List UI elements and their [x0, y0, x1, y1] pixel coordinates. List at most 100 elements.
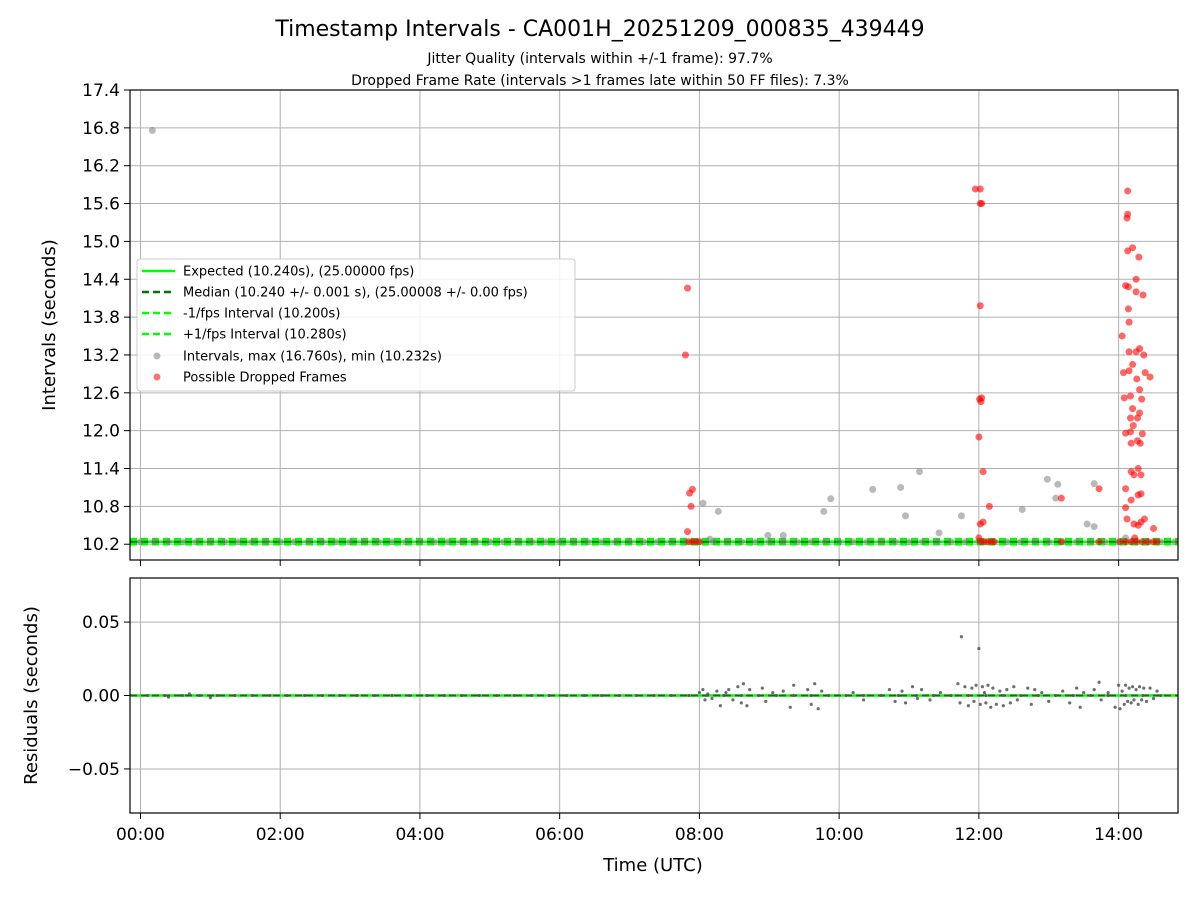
residual-baseline-point	[669, 694, 673, 697]
dropped-frame-point	[1144, 538, 1152, 546]
dropped-frame-point	[1126, 392, 1134, 400]
dropped-frame-point	[979, 518, 987, 526]
residual-point	[1047, 699, 1051, 703]
residual-point	[1099, 698, 1103, 702]
legend-dropped-marker	[153, 373, 161, 381]
interval-baseline-point	[1087, 538, 1095, 546]
interval-baseline-point	[192, 538, 200, 546]
interval-baseline-point	[947, 538, 955, 546]
chart-title: Timestamp Intervals - CA001H_20251209_00…	[274, 17, 924, 42]
interval-baseline-point	[905, 538, 913, 546]
intervals-y-tick-label: 10.8	[82, 497, 120, 517]
residual-point	[989, 705, 993, 709]
interval-baseline-point	[919, 538, 927, 546]
intervals-y-tick-label: 10.2	[82, 535, 120, 555]
dropped-frame-point	[1124, 305, 1132, 313]
interval-baseline-point	[1017, 538, 1025, 546]
residual-point	[1113, 705, 1117, 709]
intervals-y-ticks: 10.2 10.8 11.4 12.0 12.6 13.2 13.8 14.4 15.0 15.6…	[82, 81, 130, 555]
residual-point	[903, 701, 908, 705]
interval-baseline-point	[570, 538, 578, 546]
residual-baseline-point	[1159, 694, 1163, 697]
residual-point	[1106, 690, 1110, 695]
dropped-frame-point	[1129, 244, 1137, 252]
legend-dropped-label: Possible Dropped Frames	[183, 371, 347, 386]
dropped-frame-point	[1136, 409, 1144, 417]
legend-intervals-label: Intervals, max (16.760s), min (10.232s)	[183, 350, 442, 365]
dropped-frame-point	[1133, 375, 1141, 383]
residuals-y-ticks: 0.05 0.00 −0.05	[68, 613, 130, 780]
residual-point	[208, 696, 212, 700]
residual-point	[760, 686, 764, 690]
interval-baseline-point	[640, 538, 648, 546]
dropped-frame-point	[1124, 210, 1132, 218]
residual-point	[1026, 686, 1030, 690]
residual-baseline-point	[844, 694, 848, 697]
residual-point	[1012, 685, 1016, 689]
interval-point	[714, 507, 722, 515]
interval-point	[706, 535, 714, 543]
interval-baseline-point	[1003, 538, 1011, 546]
interval-baseline-point	[821, 538, 829, 546]
x-tick-label: 14:00	[1094, 825, 1143, 845]
dropped-frame-point	[695, 538, 703, 546]
intervals-dropped-points	[681, 185, 1161, 546]
residual-baseline-point	[774, 694, 778, 697]
legend-expected-label: Expected (10.240s), (25.00000 fps)	[183, 265, 414, 280]
residual-point	[980, 685, 984, 689]
residual-baseline-point	[792, 694, 796, 697]
residual-baseline-point	[215, 694, 219, 697]
interval-point	[1018, 506, 1026, 514]
residual-point	[959, 635, 964, 639]
dropped-frame-point	[1095, 485, 1103, 493]
residual-point	[986, 683, 990, 687]
interval-baseline-point	[1031, 538, 1039, 546]
interval-baseline-point	[220, 538, 228, 546]
residual-point	[982, 690, 987, 695]
interval-baseline-point	[276, 538, 284, 546]
residual-baseline-point	[198, 694, 202, 697]
residual-point	[977, 646, 981, 651]
dropped-frame-point	[1127, 538, 1135, 546]
dropped-frame-point	[687, 502, 695, 510]
residual-baseline-point	[250, 694, 254, 697]
dropped-frame-point	[1150, 524, 1158, 532]
dropped-frame-point	[971, 185, 979, 193]
residual-baseline-point	[373, 694, 377, 697]
dropped-frame-point	[976, 185, 984, 193]
dropped-frame-point	[1138, 430, 1146, 438]
dropped-frame-point	[1127, 496, 1135, 504]
residual-baseline-point	[600, 694, 604, 697]
dropped-frame-point	[1116, 538, 1124, 546]
dropped-frame-point	[688, 485, 696, 493]
intervals-legend: Expected (10.240s), (25.00000 fps) Media…	[136, 258, 576, 392]
residuals-y-tick-label: 0.00	[82, 687, 120, 707]
residuals-panel: 0.05 0.00 −0.05 00:00 02:00 04:00 06:00 08:00 1…	[21, 577, 1179, 876]
dropped-frame-point	[1146, 373, 1154, 381]
dropped-frame-point	[979, 468, 987, 476]
interval-point	[915, 468, 923, 476]
interval-baseline-point	[556, 538, 564, 546]
interval-point	[935, 529, 943, 537]
interval-baseline-point	[598, 538, 606, 546]
residual-point	[792, 683, 796, 687]
interval-baseline-point	[961, 538, 969, 546]
residual-point	[1040, 690, 1044, 695]
interval-baseline-point	[723, 538, 731, 546]
residual-point	[736, 685, 740, 689]
residual-point	[1029, 702, 1033, 706]
interval-baseline-point	[667, 538, 675, 546]
residual-point	[1092, 688, 1096, 692]
dropped-frame-point	[1126, 414, 1134, 422]
interval-baseline-point	[542, 538, 550, 546]
residual-point	[703, 698, 707, 702]
interval-baseline-point	[290, 538, 298, 546]
residual-baseline-point	[442, 694, 446, 697]
residual-point	[919, 688, 924, 692]
residual-point	[745, 704, 749, 708]
dropped-frame-point	[1136, 439, 1144, 447]
dropped-frame-point	[1141, 369, 1149, 377]
residual-baseline-point	[722, 694, 726, 697]
interval-baseline-point	[360, 538, 368, 546]
